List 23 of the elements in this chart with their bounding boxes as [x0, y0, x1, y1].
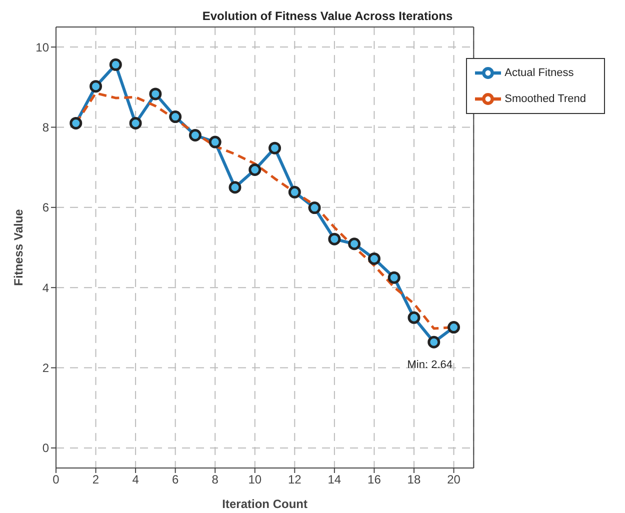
legend-label: Smoothed Trend: [504, 92, 586, 105]
x-tick-label: 4: [132, 472, 140, 487]
y-tick-label: 0: [42, 441, 50, 456]
x-tick-label: 10: [248, 472, 262, 487]
x-tick-label: 16: [368, 472, 382, 487]
y-tick-label: 4: [42, 280, 50, 295]
x-tick-label: 0: [52, 472, 60, 487]
y-tick-label: 8: [42, 120, 50, 134]
x-tick-label: 14: [328, 472, 342, 487]
y-tick-label: 2: [42, 361, 50, 376]
y-tick-label: 6: [42, 200, 50, 215]
x-tick-label: 12: [288, 472, 302, 487]
x-tick-label: 8: [212, 472, 219, 487]
y-tick-label: 10: [36, 40, 50, 54]
x-tick-label: 6: [172, 472, 179, 487]
x-tick-label: 2: [92, 472, 100, 487]
annotation: Min: 2.64: [407, 358, 453, 371]
x-tick-label: 18: [407, 472, 421, 487]
x-tick-label: 20: [447, 472, 461, 487]
y-axis-title: Fitness Value: [11, 208, 26, 286]
chart-title: Evolution of Fitness Value Across Iterations: [201, 8, 454, 24]
x-axis-title: Iteration Count: [222, 497, 308, 511]
legend-label: Actual Fitness: [504, 66, 574, 79]
